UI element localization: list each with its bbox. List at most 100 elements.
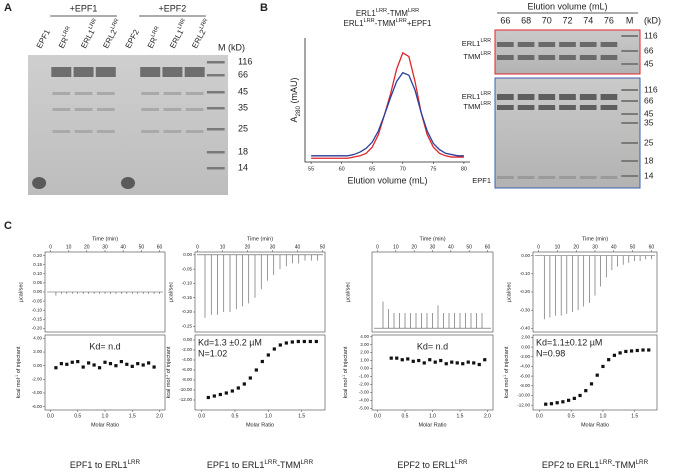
marker-label: 45: [644, 108, 654, 118]
band-label: TMMLRR: [463, 51, 491, 61]
data-point: [635, 348, 639, 353]
ratio-label: Molar Ratio: [246, 422, 274, 428]
raw-tick-label: -0.10: [182, 281, 193, 286]
caption: EPF1 to ERL1LRR: [70, 459, 141, 470]
data-point: [406, 357, 410, 361]
ratio-tick-label: 1.5: [129, 413, 136, 419]
marker-label: 18: [644, 155, 654, 165]
raw-tick-label: -0.15: [182, 295, 193, 300]
data-point: [561, 400, 565, 404]
band-label: ERL1LRR: [462, 38, 491, 48]
text-part: kcal mol: [16, 378, 22, 398]
time-tick-label: 20: [411, 244, 417, 250]
line: [311, 71, 464, 157]
time-tick-label: 20: [245, 244, 251, 250]
data-point: [70, 360, 74, 364]
time-tick-label: 60: [485, 244, 491, 250]
heat-tick-label: -6.00: [182, 367, 193, 372]
heat-tick-label: -10.00: [179, 387, 192, 392]
x-tick-label: 80: [461, 166, 467, 172]
time-tick-label: 30: [102, 244, 108, 250]
data-point: [477, 362, 481, 367]
band: [185, 130, 204, 133]
heat-tick-label: -12.00: [179, 397, 192, 402]
gel-title: Elution volume (mL): [527, 1, 607, 11]
band: [163, 130, 182, 133]
raw-tick-label: 0.05: [33, 280, 42, 285]
heat-tick-label: -2.00: [520, 354, 531, 359]
heat-tick-label: 4.00: [360, 334, 369, 339]
time-tick-label: 50: [139, 244, 145, 250]
band-label: ERL1LRR: [462, 91, 491, 101]
band-label: TMMLRR: [463, 101, 491, 111]
band: [517, 105, 535, 110]
raw-tick-label: -0.10: [520, 271, 531, 276]
heat-label: kcal mol-1 of injectant: [342, 346, 349, 398]
text-part: -TMM: [612, 460, 636, 470]
data-point: [54, 366, 58, 370]
marker-band: [621, 50, 638, 52]
lane-label: 72: [562, 15, 572, 25]
data-point: [278, 343, 282, 347]
data-point: [624, 349, 628, 354]
heat-tick-label: -2.00: [32, 377, 43, 382]
band: [517, 94, 535, 100]
text-part: LRR: [455, 459, 468, 466]
marker-label: 45: [238, 86, 248, 96]
lane-label: EPF2: [124, 28, 142, 50]
time-tick-label: 50: [466, 244, 472, 250]
data-point: [647, 348, 651, 352]
data-point: [595, 373, 599, 377]
band: [579, 94, 597, 100]
annotation: N=0.98: [536, 348, 565, 358]
data-point: [549, 402, 554, 406]
raw-tick-label: -0.20: [32, 326, 43, 331]
text-part: A: [289, 117, 299, 123]
text-part: LRR: [636, 459, 649, 466]
raw-tick-label: -0.30: [520, 307, 531, 312]
data-point: [428, 358, 432, 362]
marker-band: [621, 113, 638, 115]
data-point: [218, 392, 222, 397]
text-part: of injectant: [16, 346, 22, 375]
annotation: Kd= n.d: [417, 341, 448, 351]
data-point: [461, 362, 465, 366]
data-point: [455, 361, 459, 365]
heat-label: kcal mol-1 of injectant: [165, 346, 172, 398]
annotation: Kd=1.3 ±0.2 µM: [198, 337, 262, 347]
data-point: [125, 362, 129, 366]
annotation: Kd=1.1±0.12 µM: [536, 337, 602, 347]
heat-tick-label: -10.00: [517, 393, 530, 398]
text-part: ERL1: [344, 19, 365, 28]
text-part: LRR: [151, 26, 162, 39]
heat-label: kcal mol-1 of injectant: [15, 346, 22, 398]
panel-label: B: [260, 2, 268, 14]
data-point: [629, 349, 634, 353]
ratio-label: Molar Ratio: [418, 422, 446, 428]
band: [600, 176, 618, 179]
band: [579, 176, 597, 179]
data-point: [130, 364, 134, 368]
marker-label: 35: [238, 102, 248, 112]
band: [140, 67, 161, 77]
data-point: [152, 365, 156, 369]
marker-label: 45: [644, 58, 654, 68]
time-tick-label: 50: [320, 244, 326, 250]
text-part: -1: [165, 375, 169, 378]
data-point: [260, 359, 264, 364]
raw-tick-label: 0.00: [183, 252, 192, 257]
text-part: ER: [57, 36, 70, 50]
ratio-tick-label: 1.5: [631, 413, 638, 419]
marker-band: [621, 35, 638, 37]
panel-label: C: [4, 220, 12, 232]
lane-label: ERL1LRR: [168, 18, 191, 50]
text-part: LRR: [480, 91, 491, 97]
y-axis-label: A280 (mAU): [289, 77, 302, 122]
band-label: EPF1: [472, 176, 491, 185]
data-point: [444, 362, 448, 366]
marker-band: [621, 175, 638, 177]
data-point: [641, 348, 645, 352]
text-part: EPF1: [35, 28, 53, 50]
band: [497, 105, 514, 110]
lane-label: ERL2LRR: [190, 18, 213, 50]
